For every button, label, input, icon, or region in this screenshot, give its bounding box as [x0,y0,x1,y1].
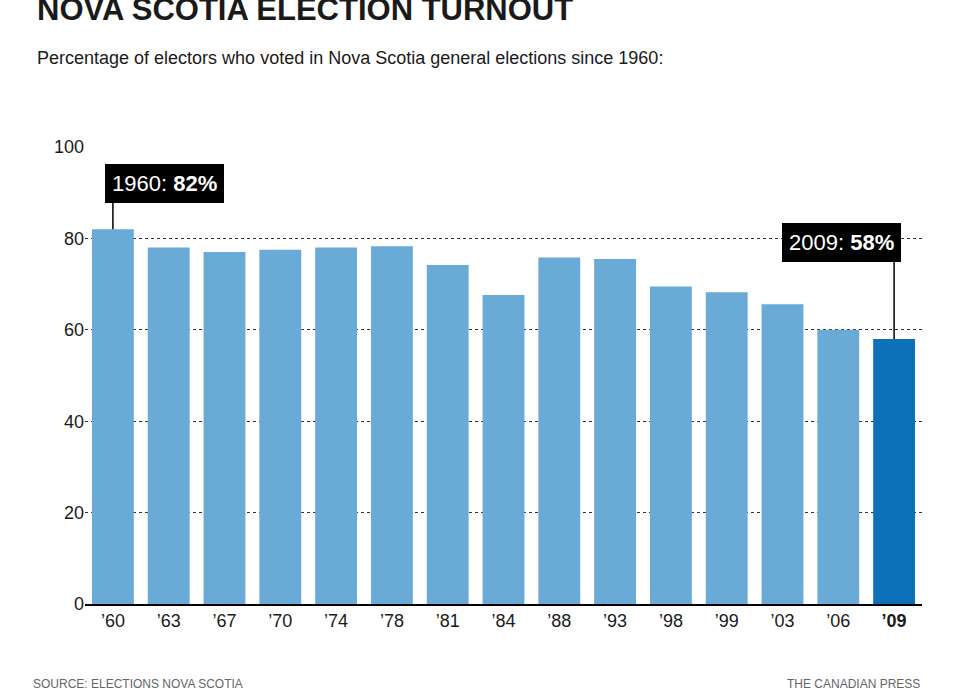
svg-text:’98: ’98 [659,611,683,631]
svg-text:’70: ’70 [268,611,292,631]
svg-text:1960: 82%: 1960: 82% [112,171,217,196]
svg-text:’60: ’60 [101,611,125,631]
svg-text:THE CANADIAN PRESS: THE CANADIAN PRESS [787,677,920,691]
svg-text:80: 80 [64,229,84,249]
svg-text:’93: ’93 [603,611,627,631]
svg-text:’63: ’63 [157,611,181,631]
svg-text:’67: ’67 [212,611,236,631]
svg-text:100: 100 [54,137,84,157]
svg-text:’99: ’99 [715,611,739,631]
svg-text:0: 0 [74,594,84,614]
svg-text:SOURCE: ELECTIONS NOVA SCOTIA: SOURCE: ELECTIONS NOVA SCOTIA [33,677,243,691]
svg-text:60: 60 [64,320,84,340]
svg-text:40: 40 [64,412,84,432]
svg-text:’06: ’06 [826,611,850,631]
svg-text:’81: ’81 [436,611,460,631]
svg-text:’78: ’78 [380,611,404,631]
svg-text:2009: 58%: 2009: 58% [789,230,894,255]
svg-text:NOVA SCOTIA ELECTION TURNOUT: NOVA SCOTIA ELECTION TURNOUT [37,0,573,27]
svg-text:’03: ’03 [770,611,794,631]
svg-text:’74: ’74 [324,611,348,631]
svg-text:’88: ’88 [547,611,571,631]
svg-text:Percentage of electors who vot: Percentage of electors who voted in Nova… [37,48,663,68]
svg-text:’84: ’84 [491,611,515,631]
svg-text:’09: ’09 [882,611,907,631]
svg-text:20: 20 [64,503,84,523]
